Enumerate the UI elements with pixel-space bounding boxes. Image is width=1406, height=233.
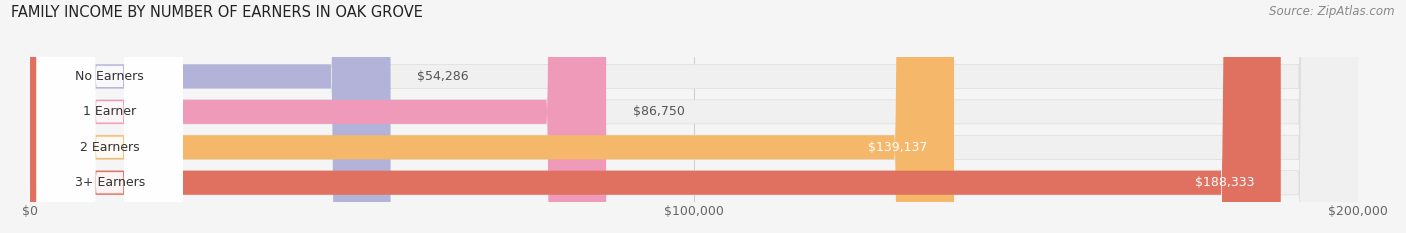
FancyBboxPatch shape <box>30 0 1358 233</box>
Text: $54,286: $54,286 <box>418 70 468 83</box>
Text: Source: ZipAtlas.com: Source: ZipAtlas.com <box>1270 5 1395 18</box>
FancyBboxPatch shape <box>37 0 183 233</box>
FancyBboxPatch shape <box>37 0 183 233</box>
Text: 1 Earner: 1 Earner <box>83 105 136 118</box>
FancyBboxPatch shape <box>30 0 1358 233</box>
FancyBboxPatch shape <box>37 0 183 233</box>
FancyBboxPatch shape <box>30 0 955 233</box>
Text: 3+ Earners: 3+ Earners <box>75 176 145 189</box>
Text: No Earners: No Earners <box>76 70 143 83</box>
FancyBboxPatch shape <box>30 0 1281 233</box>
FancyBboxPatch shape <box>30 0 1358 233</box>
Text: $139,137: $139,137 <box>868 141 928 154</box>
FancyBboxPatch shape <box>30 0 1358 233</box>
Text: 2 Earners: 2 Earners <box>80 141 139 154</box>
Text: $188,333: $188,333 <box>1195 176 1254 189</box>
FancyBboxPatch shape <box>30 0 606 233</box>
FancyBboxPatch shape <box>30 0 391 233</box>
Text: FAMILY INCOME BY NUMBER OF EARNERS IN OAK GROVE: FAMILY INCOME BY NUMBER OF EARNERS IN OA… <box>11 5 423 20</box>
Text: $86,750: $86,750 <box>633 105 685 118</box>
FancyBboxPatch shape <box>37 0 183 233</box>
